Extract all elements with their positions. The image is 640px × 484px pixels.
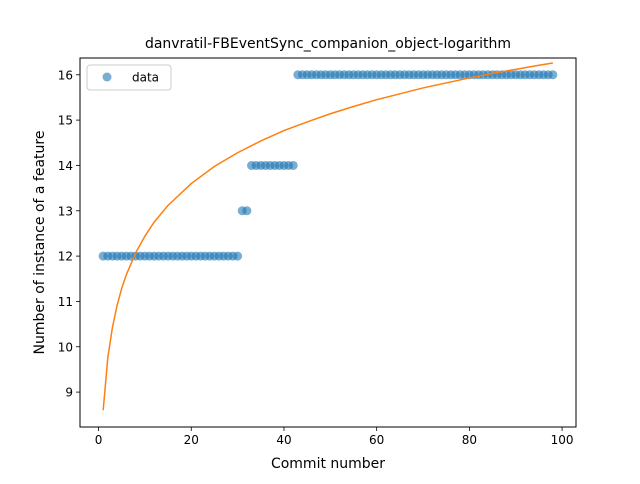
- y-tick-label: 16: [58, 68, 73, 82]
- x-tick-label: 80: [462, 433, 477, 447]
- x-tick-label: 60: [369, 433, 384, 447]
- y-tick-label: 13: [58, 204, 73, 218]
- data-point: [233, 251, 243, 261]
- legend-label-data: data: [132, 71, 159, 85]
- legend-box: [86, 64, 172, 91]
- x-tick-label: 20: [184, 433, 199, 447]
- y-axis: 9 10 11 12 13 14 15 16: [58, 68, 80, 400]
- y-tick-label: 12: [58, 250, 73, 264]
- chart-title: danvratil-FBEventSync_companion_object-l…: [145, 36, 511, 52]
- x-tick-label: 40: [276, 433, 291, 447]
- legend: data: [86, 64, 172, 91]
- fit-line: [102, 62, 553, 411]
- x-axis-label: Commit number: [271, 456, 385, 472]
- legend-marker-data: [102, 72, 112, 82]
- y-tick-label: 9: [65, 386, 73, 400]
- data-point: [242, 206, 252, 216]
- y-tick-label: 10: [58, 340, 73, 354]
- data-point: [288, 160, 298, 170]
- data-point: [548, 70, 558, 80]
- y-tick-label: 14: [58, 159, 73, 173]
- axes-frame: [79, 57, 577, 428]
- x-axis: 0 20 40 60 80 100: [95, 427, 574, 447]
- y-axis-label: Number of instance of a feature: [32, 131, 48, 355]
- plot-area: [98, 62, 558, 411]
- y-tick-label: 11: [58, 295, 73, 309]
- x-tick-label: 0: [95, 433, 103, 447]
- x-tick-label: 100: [551, 433, 574, 447]
- y-tick-label: 15: [58, 114, 73, 128]
